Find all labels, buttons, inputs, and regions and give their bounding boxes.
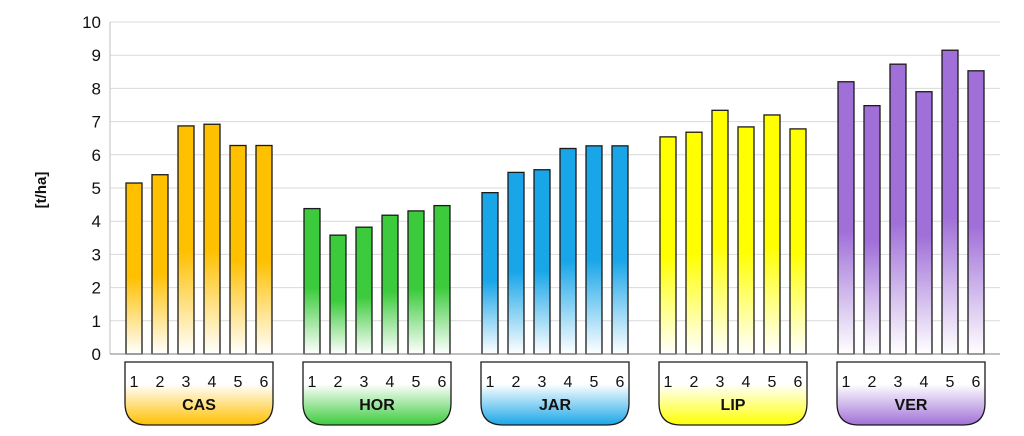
category-label: 2 bbox=[868, 374, 877, 391]
y-tick-label: 9 bbox=[92, 46, 101, 65]
bar-cas-4 bbox=[203, 123, 221, 355]
y-tick-label: 3 bbox=[92, 245, 101, 264]
group-label-box-lip bbox=[658, 361, 808, 426]
bar-lip-3 bbox=[711, 109, 729, 355]
bar-lip-2 bbox=[685, 131, 703, 355]
y-tick-label: 8 bbox=[92, 79, 101, 98]
category-label: 5 bbox=[768, 374, 777, 391]
category-label: 6 bbox=[616, 374, 625, 391]
bar-cas-1 bbox=[125, 182, 143, 355]
group-name-label: JAR bbox=[539, 397, 571, 414]
category-label: 2 bbox=[512, 374, 521, 391]
bar-cas-3 bbox=[177, 125, 195, 355]
bar-cas-5 bbox=[229, 144, 247, 355]
y-axis-ticks: 0 1 2 3 4 5 6 7 8 9 10 bbox=[82, 13, 101, 364]
group-name-label: LIP bbox=[721, 397, 746, 414]
category-label: 1 bbox=[664, 374, 673, 391]
bar-lip-5 bbox=[763, 114, 781, 355]
category-label: 6 bbox=[972, 374, 981, 391]
category-label: 6 bbox=[260, 374, 269, 391]
category-label: 1 bbox=[486, 374, 495, 391]
y-tick-label: 7 bbox=[92, 113, 101, 132]
category-label: 2 bbox=[156, 374, 165, 391]
bar-lip-6 bbox=[789, 128, 807, 355]
bar-ver-3 bbox=[889, 63, 907, 355]
category-label: 1 bbox=[308, 374, 317, 391]
bar-ver-1 bbox=[837, 81, 855, 355]
y-axis-label: [t/ha] bbox=[33, 172, 50, 209]
bar-ver-6 bbox=[967, 70, 985, 355]
category-label: 2 bbox=[690, 374, 699, 391]
y-tick-label: 10 bbox=[82, 13, 101, 32]
bar-jar-6 bbox=[611, 145, 629, 355]
group-name-label: VER bbox=[895, 397, 928, 414]
bar-lip-1 bbox=[659, 136, 677, 355]
group-label-box-cas bbox=[124, 361, 274, 426]
category-label: 4 bbox=[742, 374, 751, 391]
bar-hor-4 bbox=[381, 214, 399, 355]
bar-lip-4 bbox=[737, 126, 755, 355]
category-label: 6 bbox=[438, 374, 447, 391]
bar-hor-1 bbox=[303, 207, 321, 355]
y-tick-label: 2 bbox=[92, 279, 101, 298]
category-label: 3 bbox=[182, 374, 191, 391]
category-label: 4 bbox=[386, 374, 395, 391]
bar-ver-2 bbox=[863, 105, 881, 355]
category-label: 5 bbox=[234, 374, 243, 391]
category-label: 5 bbox=[946, 374, 955, 391]
bar-hor-2 bbox=[329, 234, 347, 355]
y-tick-label: 5 bbox=[92, 179, 101, 198]
bar-cas-2 bbox=[151, 174, 169, 355]
category-label: 3 bbox=[716, 374, 725, 391]
bar-hor-3 bbox=[355, 226, 373, 355]
y-tick-label: 0 bbox=[92, 345, 101, 364]
category-label: 3 bbox=[894, 374, 903, 391]
group-name-label: HOR bbox=[359, 397, 395, 414]
bar-jar-1 bbox=[481, 191, 499, 355]
bar-jar-2 bbox=[507, 171, 525, 355]
bar-jar-3 bbox=[533, 169, 551, 355]
group-label-box-ver bbox=[836, 361, 986, 426]
bar-jar-5 bbox=[585, 145, 603, 355]
category-label: 5 bbox=[590, 374, 599, 391]
bar-cas-6 bbox=[255, 144, 273, 355]
category-label: 5 bbox=[412, 374, 421, 391]
bar-ver-5 bbox=[941, 49, 959, 355]
category-label: 2 bbox=[334, 374, 343, 391]
category-label: 3 bbox=[360, 374, 369, 391]
group-label-box-hor bbox=[302, 361, 452, 426]
category-label: 4 bbox=[564, 374, 573, 391]
bar-ver-4 bbox=[915, 91, 933, 355]
category-label: 1 bbox=[842, 374, 851, 391]
y-tick-label: 6 bbox=[92, 146, 101, 165]
category-label: 4 bbox=[208, 374, 217, 391]
category-label: 3 bbox=[538, 374, 547, 391]
group-label-box-jar bbox=[480, 361, 630, 426]
category-label: 6 bbox=[794, 374, 803, 391]
y-tick-label: 1 bbox=[92, 312, 101, 331]
category-label: 4 bbox=[920, 374, 929, 391]
group-name-label: CAS bbox=[182, 397, 216, 414]
bar-hor-5 bbox=[407, 210, 425, 355]
category-label: 1 bbox=[130, 374, 139, 391]
bars bbox=[125, 49, 985, 355]
y-tick-label: 4 bbox=[92, 212, 101, 231]
bar-hor-6 bbox=[433, 204, 451, 355]
bar-jar-4 bbox=[559, 147, 577, 355]
